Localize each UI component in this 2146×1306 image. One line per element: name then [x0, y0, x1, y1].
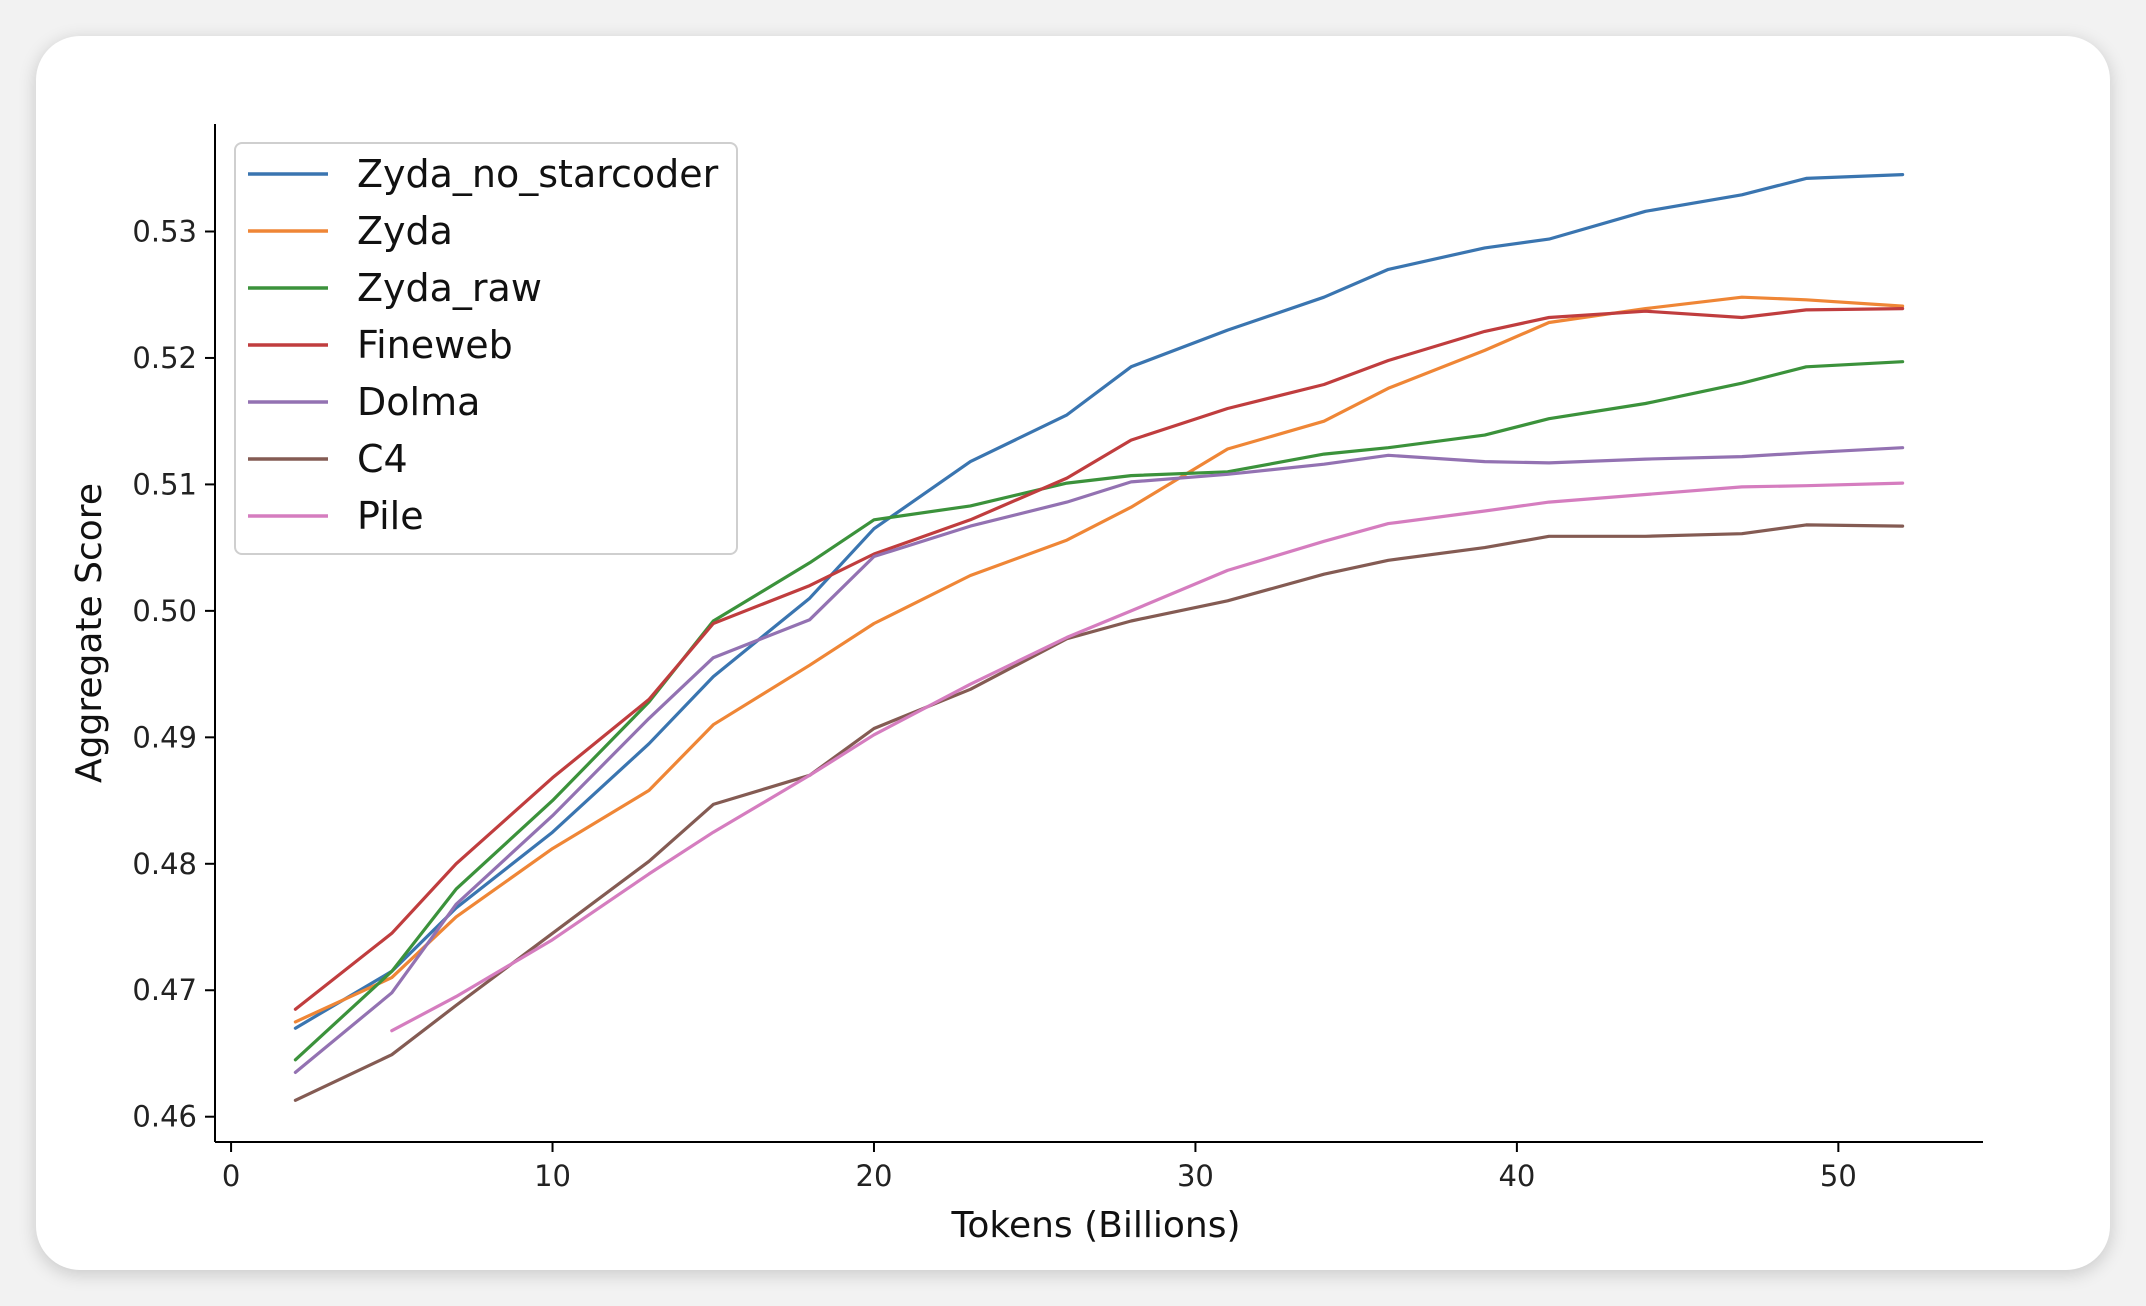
y-ticks: 0.46 0.47 0.48 0.49 0.50 0.51 0.52 0.53 [132, 214, 215, 1134]
x-tick-label: 50 [1820, 1159, 1857, 1193]
legend-label: Zyda_raw [357, 266, 542, 310]
x-tick-label: 10 [534, 1159, 571, 1193]
legend-label: Fineweb [357, 323, 513, 367]
x-ticks: 0 10 20 30 40 50 [222, 1142, 1857, 1193]
x-tick-label: 40 [1498, 1159, 1535, 1193]
axes [214, 124, 1983, 1143]
y-tick-label: 0.47 [132, 973, 197, 1007]
series-line-pile [390, 481, 1905, 1033]
legend-label: Zyda_no_starcoder [357, 152, 719, 196]
x-tick-label: 0 [222, 1159, 240, 1193]
y-tick-label: 0.50 [132, 594, 197, 628]
legend-box [234, 142, 738, 555]
legend-label: C4 [357, 437, 408, 481]
x-tick-label: 20 [856, 1159, 893, 1193]
y-tick-label: 0.51 [132, 467, 197, 501]
y-tick-label: 0.46 [132, 1100, 197, 1134]
series-line-dolma [293, 446, 1905, 1075]
series-lines [293, 173, 1905, 1102]
y-tick-label: 0.49 [132, 720, 197, 754]
y-tick-label: 0.53 [132, 214, 197, 248]
series-line-zyda-raw [293, 360, 1905, 1062]
legend: Zyda_no_starcoder Zyda Zyda_raw Fineweb Dolm… [234, 142, 738, 555]
y-tick-label: 0.52 [132, 341, 197, 375]
y-tick-label: 0.48 [132, 847, 197, 881]
series-line-zyda-no-starcoder [293, 173, 1905, 1030]
legend-label: Pile [357, 494, 424, 538]
series-line-fineweb [293, 307, 1905, 1011]
series-line-c4 [293, 523, 1905, 1102]
legend-label: Zyda [357, 209, 453, 253]
x-tick-label: 30 [1177, 1159, 1214, 1193]
x-axis-label: Tokens (Billions) [950, 1205, 1240, 1246]
legend-label: Dolma [357, 380, 480, 424]
y-axis-label: Aggregate Score [69, 483, 110, 783]
